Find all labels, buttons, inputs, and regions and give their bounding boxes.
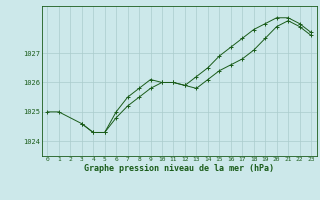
X-axis label: Graphe pression niveau de la mer (hPa): Graphe pression niveau de la mer (hPa) (84, 164, 274, 173)
